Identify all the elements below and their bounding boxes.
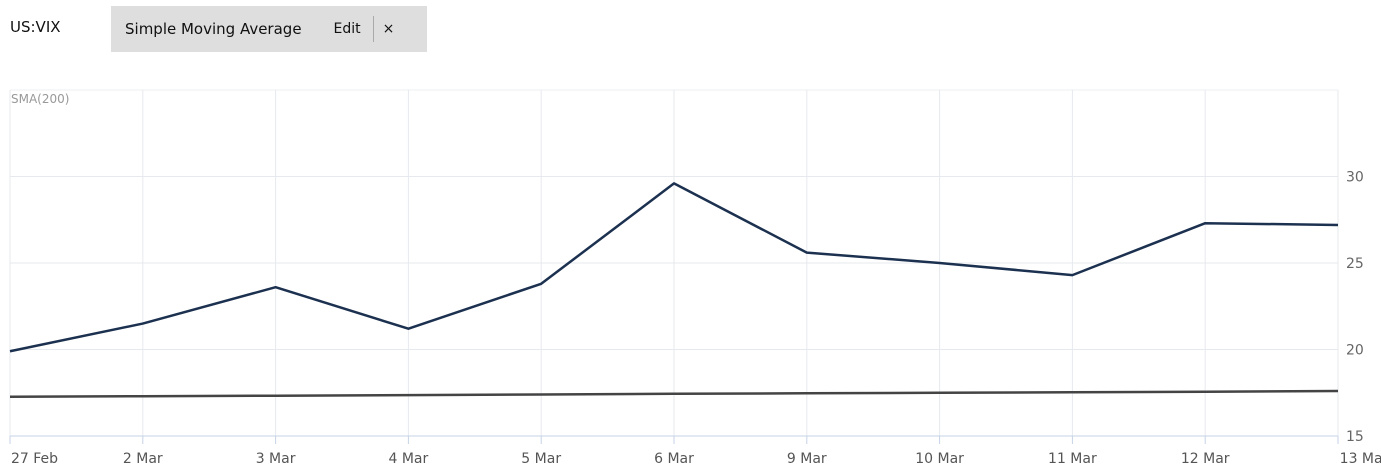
x-tick-label: 27 Feb xyxy=(11,451,58,467)
x-tick-label: 10 Mar xyxy=(915,451,964,467)
y-tick-label: 30 xyxy=(1346,170,1364,186)
x-tick-label: 12 Mar xyxy=(1181,451,1230,467)
x-tick-label: 5 Mar xyxy=(521,451,561,467)
indicator-name: Simple Moving Average xyxy=(125,20,302,38)
y-tick-label: 25 xyxy=(1346,256,1364,272)
y-tick-label: 15 xyxy=(1346,429,1364,445)
y-tick-label: 20 xyxy=(1346,343,1364,359)
x-tick-label: 6 Mar xyxy=(654,451,694,467)
x-tick-label: 13 Mar xyxy=(1340,451,1381,467)
x-tick-label: 3 Mar xyxy=(256,451,296,467)
indicator-chip: Simple Moving Average Edit × xyxy=(111,6,427,52)
sma-line xyxy=(9,389,1339,398)
x-tick-label: 2 Mar xyxy=(123,451,163,467)
symbol-label: US:VIX xyxy=(10,18,61,36)
x-tick-label: 9 Mar xyxy=(787,451,827,467)
x-tick-label: 11 Mar xyxy=(1048,451,1097,467)
divider xyxy=(372,16,374,42)
indicator-label: SMA(200) xyxy=(11,92,69,106)
close-icon[interactable]: × xyxy=(382,21,395,37)
price-line xyxy=(9,182,1339,353)
x-tick-label: 4 Mar xyxy=(389,451,429,467)
edit-button[interactable]: Edit xyxy=(333,21,361,37)
